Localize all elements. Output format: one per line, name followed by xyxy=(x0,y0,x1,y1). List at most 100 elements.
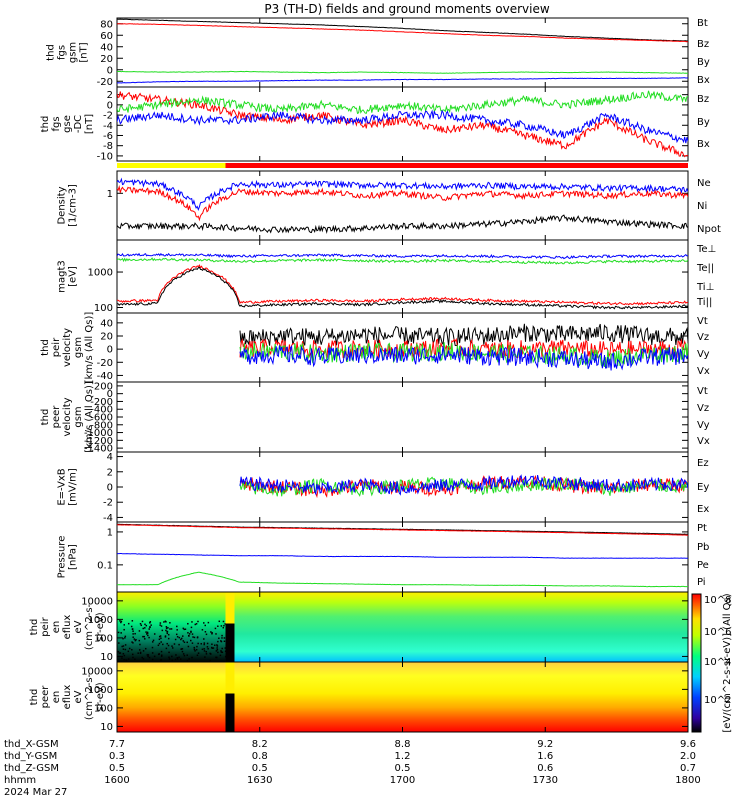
series-temperature-Ti|| xyxy=(117,257,688,265)
date-label: 2024 Mar 27 xyxy=(4,787,67,798)
ylabel-temperature: [eV] xyxy=(68,266,79,287)
legend-fgs_gsm-Bt: Bt xyxy=(697,18,708,29)
series-fgs_gsm-Bt xyxy=(117,18,688,42)
legend-fgs_gsm-By: By xyxy=(697,57,710,68)
legend-peir_velocity-Vt: Vt xyxy=(697,316,708,327)
ylabel-peir_velocity: [km/s (All Qs)] xyxy=(84,312,95,384)
spectrogram-peer_en_eflux-pre xyxy=(117,662,226,732)
ylabel-peer_en_eflux: peer xyxy=(40,685,51,709)
ytick-label: 40 xyxy=(100,42,113,53)
ylabel-temperature: magt3 xyxy=(57,260,68,293)
xaxis-value: 1730 xyxy=(533,775,558,786)
ytick-label: 4 xyxy=(107,452,113,463)
series-density-Ni xyxy=(117,214,688,235)
ytick-label: 1000 xyxy=(88,615,113,626)
ylabel-density: Density xyxy=(57,186,68,224)
series-efield-Ex xyxy=(239,474,688,496)
xaxis-row-label: thd_Z-GSM xyxy=(4,763,59,774)
ytick-label: 20 xyxy=(100,54,113,65)
ytick-label: 80 xyxy=(100,19,113,30)
ylabel-peir_velocity: gsm xyxy=(73,337,84,358)
series-temperature-Ti⊥ xyxy=(117,252,688,260)
series-fgs_gse-Bx xyxy=(117,109,688,144)
ytick-label: -2 xyxy=(103,111,113,122)
colorbar-tick: 10^8 xyxy=(704,595,731,606)
legend-temperature-Ti⊥: Ti⊥ xyxy=(696,282,714,293)
ylabel-pressure: [nPa] xyxy=(68,544,79,570)
legend-peir_velocity-Vz: Vz xyxy=(697,332,709,343)
legend-density-Ne: Ne xyxy=(697,178,711,189)
colorbar-tick: 10^6 xyxy=(704,627,731,638)
ylabel-peer_en_eflux: eV xyxy=(73,690,84,703)
ytick-label: -2 xyxy=(103,498,113,509)
xaxis-row-label: thd_Y-GSM xyxy=(4,751,57,762)
ytick-label: 40 xyxy=(100,318,113,329)
ytick-label: 10000 xyxy=(81,666,113,677)
ytick-label: -6 xyxy=(103,131,113,142)
ytick-label: 100 xyxy=(94,303,113,314)
ylabel-peer_en_eflux: thd xyxy=(29,689,40,706)
legend-fgs_gsm-Bz: Bz xyxy=(697,39,709,50)
ylabel-peer_velocity: velocity xyxy=(62,397,73,436)
ylabel-peir_en_eflux: eV xyxy=(73,620,84,633)
ylabel-peir_velocity: peir xyxy=(51,337,62,357)
legend-pressure-Pb: Pb xyxy=(697,542,709,553)
xaxis-value: 1.2 xyxy=(395,751,411,762)
ylabel-fgs_gsm: gsm xyxy=(68,42,79,63)
series-peir_velocity-Vx xyxy=(239,345,688,371)
legend-peer_velocity-Vx: Vx xyxy=(697,436,710,447)
ytick-label: -4 xyxy=(103,513,113,524)
legend-efield-Ex: Ex xyxy=(697,504,709,515)
ylabel-fgs_gse: [nT] xyxy=(84,114,95,134)
ytick-label: -600 xyxy=(90,413,113,424)
legend-efield-Ez: Ez xyxy=(697,458,709,469)
xaxis-value: 0.3 xyxy=(109,751,125,762)
xaxis-value: 2.0 xyxy=(680,751,696,762)
legend-fgs_gse-Bx: Bx xyxy=(697,139,710,150)
ytick-label: -20 xyxy=(97,77,113,88)
series-temperature-Te|| xyxy=(117,266,688,310)
ytick-label: 20 xyxy=(100,332,113,343)
ytick-label: 100 xyxy=(94,633,113,644)
ytick-label: 1000 xyxy=(88,268,113,279)
xaxis-value: 0.7 xyxy=(680,763,696,774)
legend-fgs_gsm-Bx: Bx xyxy=(697,75,710,86)
ytick-label: 2 xyxy=(107,467,113,478)
panel-frame-temperature xyxy=(116,239,689,314)
ytick-label: 0 xyxy=(107,65,113,76)
colorbar xyxy=(691,593,702,733)
ylabel-peir_velocity: velocity xyxy=(62,328,73,367)
xaxis-value: 0.8 xyxy=(252,751,268,762)
ytick-label: -1400 xyxy=(84,444,113,455)
ytick-label: 0 xyxy=(107,100,113,111)
ytick-label: 2 xyxy=(107,90,113,101)
ytick-label: -400 xyxy=(90,405,113,416)
spectrogram-peer_en_eflux xyxy=(234,662,689,732)
xaxis-value: 8.2 xyxy=(252,739,268,750)
figure-title: P3 (TH-D) fields and ground moments over… xyxy=(264,2,549,16)
legend-efield-Ey: Ey xyxy=(697,482,709,493)
xaxis-value: 1.6 xyxy=(537,751,553,762)
ytick-label: -4 xyxy=(103,121,113,132)
series-fgs_gsm-By xyxy=(117,70,688,74)
legend-pressure-Pt: Pt xyxy=(697,523,707,534)
ylabel-peer_en_eflux: (cm^2-s- xyxy=(84,673,95,720)
xaxis-row-label: hhmm xyxy=(4,775,36,786)
ytick-label: 1 xyxy=(107,527,113,538)
ytick-label: 0 xyxy=(107,483,113,494)
ylabel-fgs_gse: thd xyxy=(40,116,51,133)
ylabel-peir_en_eflux: thd xyxy=(29,619,40,636)
ytick-label: 1000 xyxy=(88,685,113,696)
legend-density-Npot: Npot xyxy=(697,224,721,235)
ylabel-peer_en_eflux: eflux xyxy=(62,685,73,710)
ytick-label: 1 xyxy=(107,189,113,200)
legend-peer_velocity-Vt: Vt xyxy=(697,386,708,397)
ylabel-fgs_gsm: thd xyxy=(46,44,57,61)
xaxis-value: 0.6 xyxy=(537,763,553,774)
xaxis-value: 0.5 xyxy=(395,763,411,774)
legend-peer_velocity-Vy: Vy xyxy=(697,420,710,431)
ylabel-density: [1/cm-3] xyxy=(68,184,79,227)
ylabel-peir_en_eflux: peir xyxy=(40,616,51,636)
series-fgs_gse-By xyxy=(117,90,688,115)
